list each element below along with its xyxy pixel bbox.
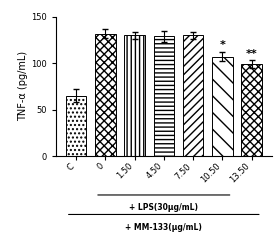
Text: + LPS(30μg/mL): + LPS(30μg/mL) (129, 203, 198, 212)
Bar (124, 35, 145, 156)
Bar (241, 64, 262, 156)
Bar (212, 57, 233, 156)
Text: + MM-133(μg/mL): + MM-133(μg/mL) (125, 223, 202, 232)
Text: **: ** (246, 48, 257, 59)
Text: *: * (219, 40, 225, 50)
Bar (153, 36, 174, 156)
Bar (95, 34, 116, 156)
Bar (183, 35, 203, 156)
Bar (66, 96, 86, 156)
Y-axis label: TNF-α (pg/mL): TNF-α (pg/mL) (18, 51, 29, 121)
